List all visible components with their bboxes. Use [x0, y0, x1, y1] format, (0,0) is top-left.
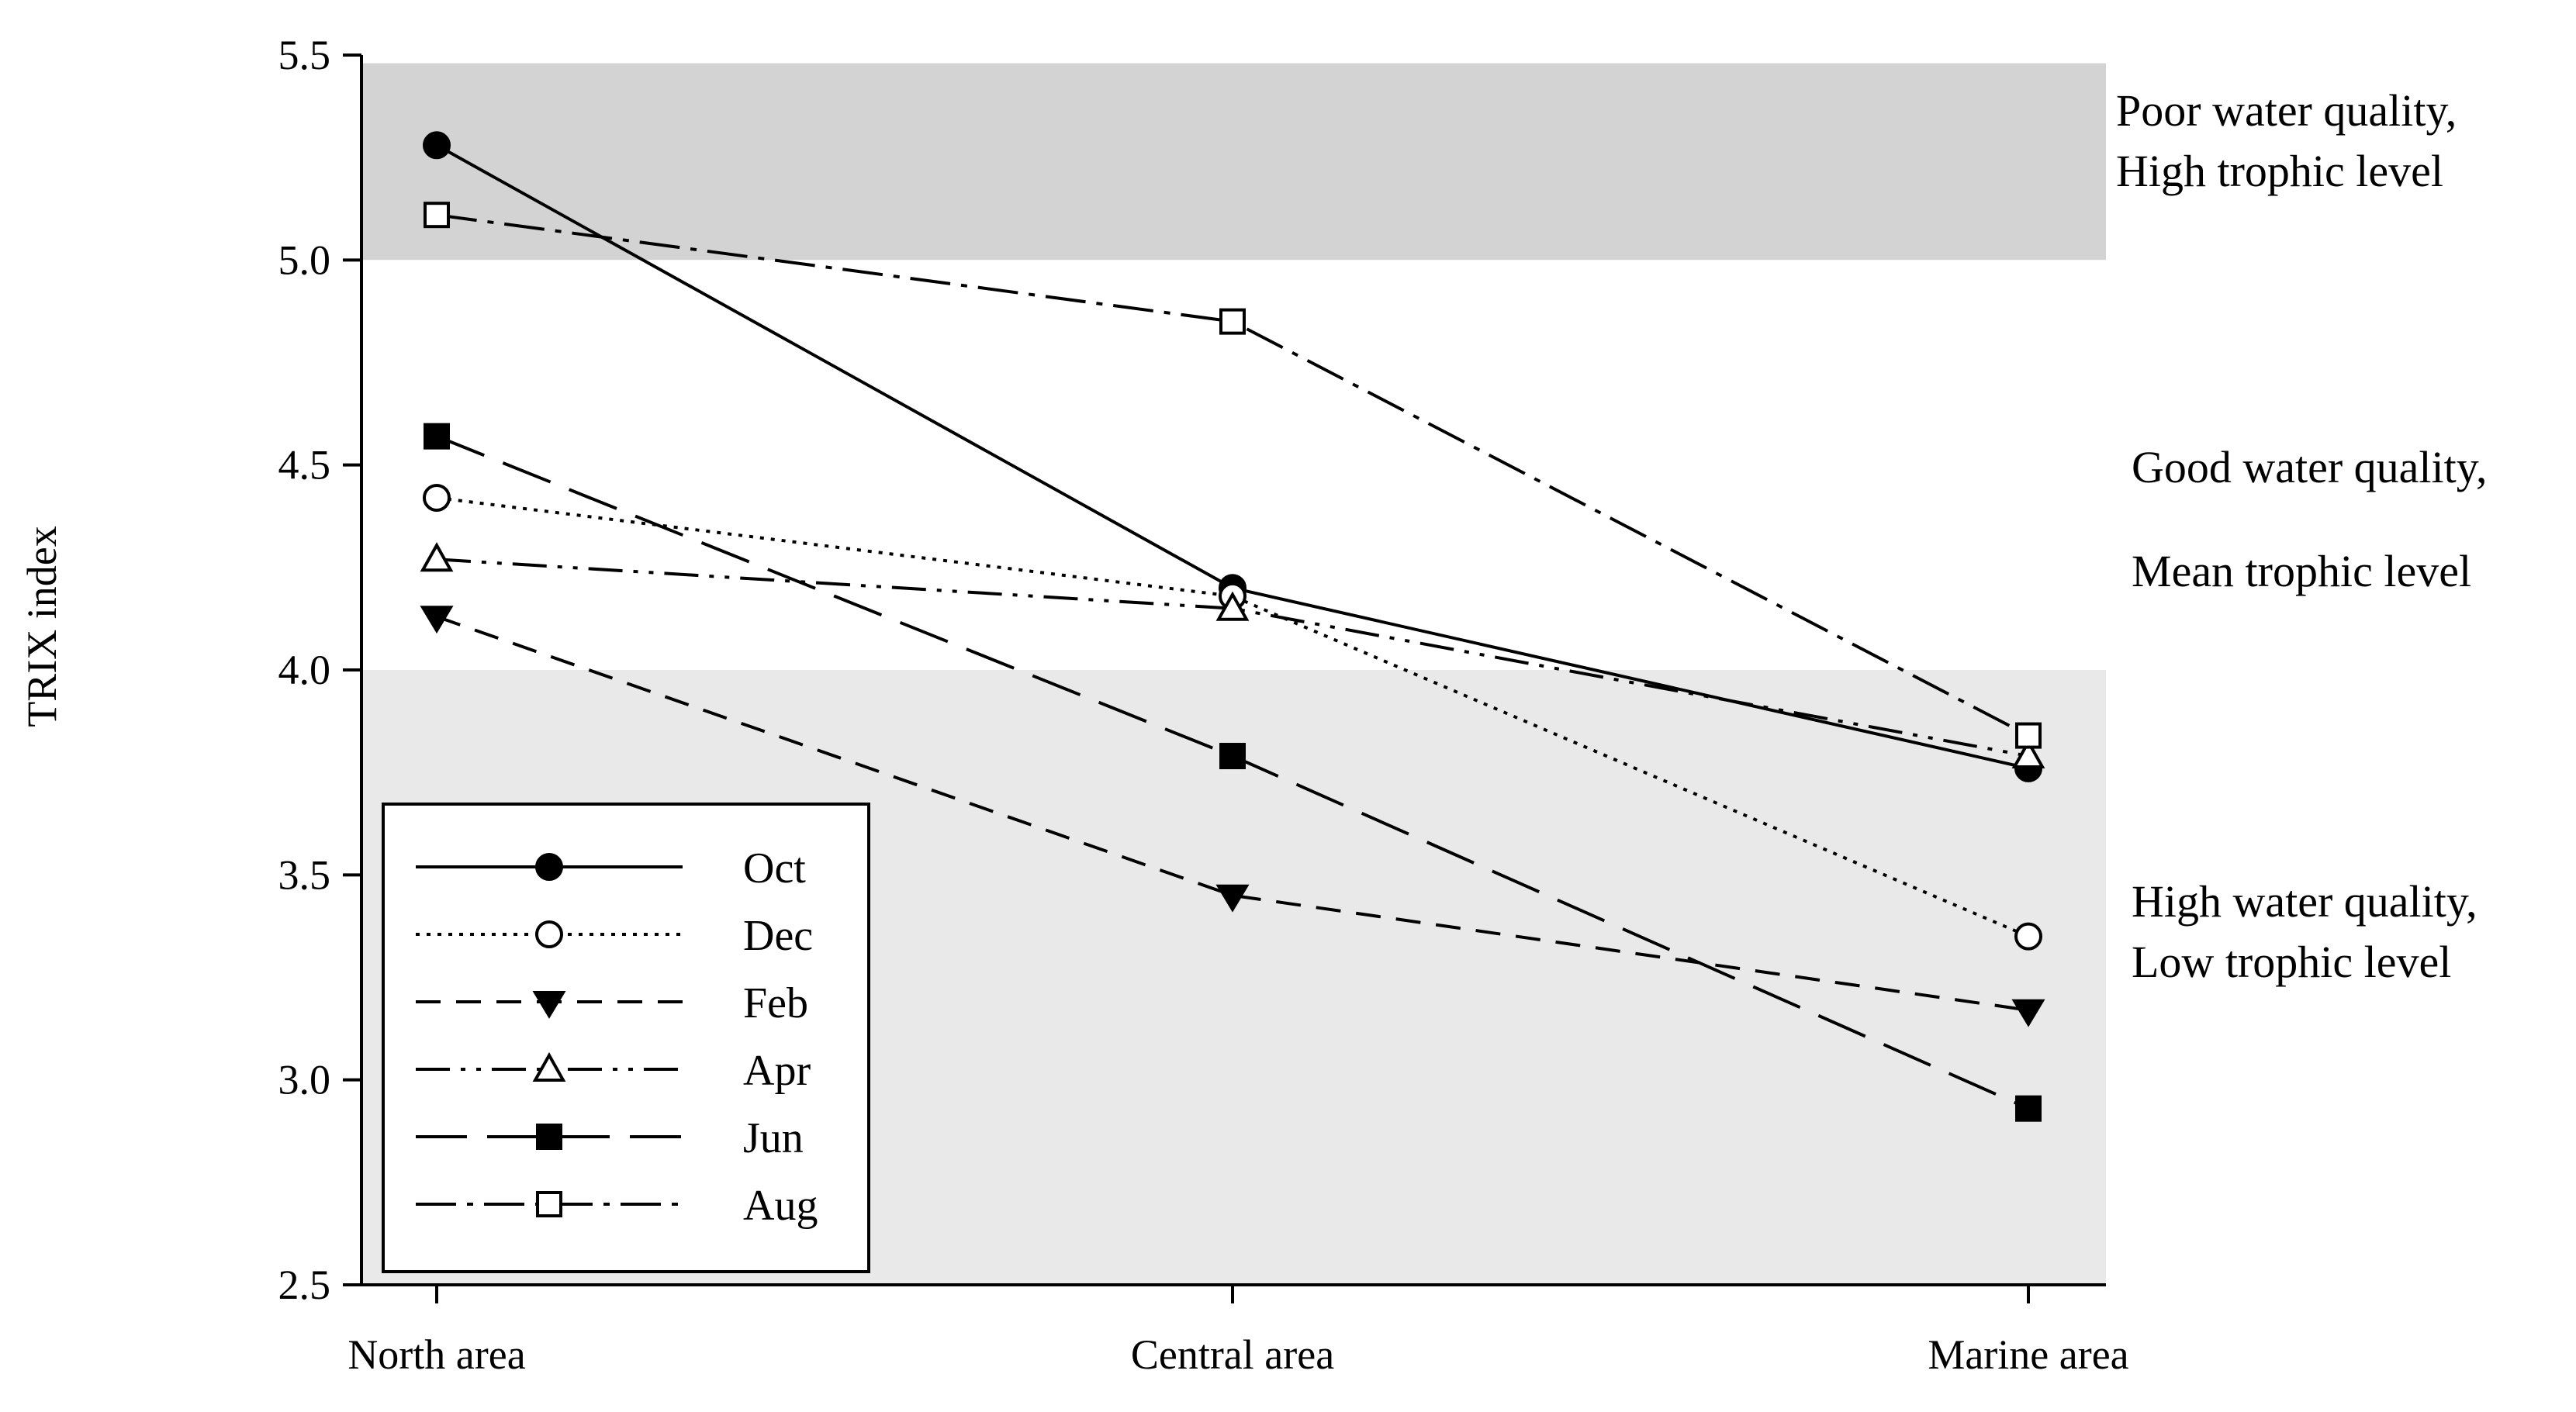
- y-tick-label: 2.5: [278, 1262, 331, 1308]
- data-point-feb: [420, 606, 454, 634]
- data-point-jun: [424, 423, 450, 450]
- zone-label-line: Mean trophic level: [2132, 546, 2471, 596]
- series-jun: [424, 423, 2042, 1122]
- data-point-jun: [2015, 1095, 2042, 1122]
- data-point-aug: [424, 202, 450, 229]
- legend-marker-oct: [535, 853, 563, 881]
- series-apr: [420, 542, 2045, 769]
- legend-marker-jun: [536, 1124, 562, 1150]
- y-tick-label: 5.5: [278, 32, 331, 78]
- zone-labels: Poor water quality, High trophic level Goo…: [2116, 85, 2488, 987]
- y-tick-label: 4.0: [278, 647, 331, 693]
- legend-label-aug: Aug: [743, 1182, 818, 1230]
- x-tick-label: Central area: [1131, 1331, 1334, 1378]
- data-point-dec: [2014, 922, 2042, 951]
- zone-label-line: Poor water quality,: [2116, 85, 2457, 136]
- series-aug: [424, 202, 2042, 749]
- legend-label-apr: Apr: [743, 1047, 811, 1095]
- series-line-feb: [436, 615, 2029, 1012]
- quality-band-0: [361, 63, 2106, 261]
- legend-label-feb: Feb: [743, 979, 808, 1027]
- legend-label-dec: Dec: [743, 912, 813, 960]
- legend-item-dec: Dec: [416, 912, 813, 960]
- legend-item-aug: Aug: [416, 1182, 818, 1230]
- legend: Oct Dec Feb Apr Jun Aug: [382, 803, 870, 1273]
- series-lines: [420, 131, 2045, 1122]
- legend-box: [382, 803, 870, 1273]
- zone-label-line: Low trophic level: [2132, 937, 2451, 987]
- zone-label-line: Good water quality,: [2132, 442, 2488, 492]
- legend-marker-apr: [532, 1051, 566, 1082]
- legend-item-apr: Apr: [416, 1047, 811, 1095]
- zone-label-line: High trophic level: [2116, 146, 2443, 196]
- legend-item-oct: Oct: [416, 844, 806, 892]
- data-point-aug: [1219, 308, 1246, 335]
- legend-label-oct: Oct: [743, 844, 806, 892]
- zone-label-line: High water quality,: [2132, 876, 2477, 927]
- x-tick-label: Marine area: [1928, 1331, 2128, 1378]
- legend-marker-aug: [536, 1191, 562, 1217]
- legend-label-jun: Jun: [743, 1114, 804, 1162]
- data-point-apr: [420, 542, 454, 572]
- data-point-jun: [1219, 743, 1246, 770]
- y-tick-label: 4.5: [278, 442, 331, 489]
- data-point-aug: [2015, 722, 2042, 749]
- data-point-apr: [1215, 591, 1250, 621]
- data-point-apr: [2011, 738, 2045, 769]
- legend-marker-feb: [532, 991, 566, 1019]
- data-point-oct: [423, 131, 451, 160]
- x-tick-label: North area: [348, 1331, 525, 1378]
- legend-item-feb: Feb: [416, 979, 808, 1027]
- y-tick-label: 3.5: [278, 851, 331, 898]
- y-tick-label: 3.0: [278, 1057, 331, 1103]
- y-axis-title: TRIX index: [19, 526, 65, 727]
- series-feb: [420, 606, 2045, 1027]
- data-point-feb: [2011, 999, 2045, 1027]
- legend-marker-dec: [535, 920, 563, 948]
- data-point-feb: [1215, 884, 1250, 913]
- y-tick-label: 5.0: [278, 236, 331, 283]
- legend-item-jun: Jun: [416, 1114, 804, 1162]
- data-point-dec: [423, 483, 451, 512]
- axes: 2.5 3.0 3.5 4.0 4.5 5.0 5.5 North area Central a…: [278, 32, 2129, 1378]
